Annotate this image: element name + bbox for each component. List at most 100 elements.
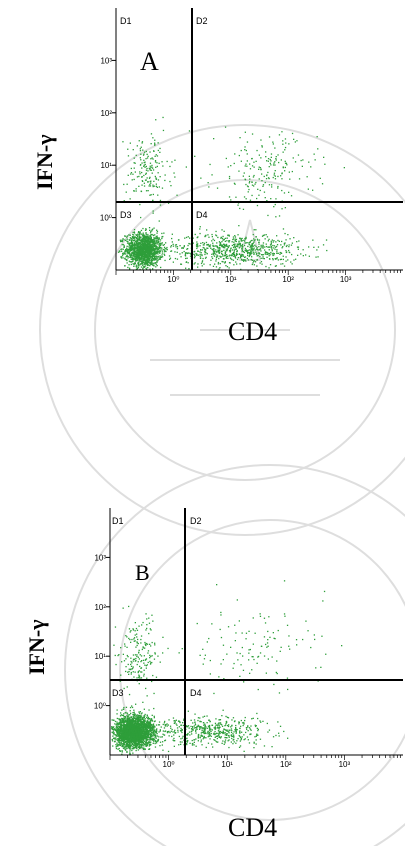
data-point xyxy=(157,155,158,156)
data-point xyxy=(152,168,153,169)
data-point xyxy=(134,168,135,169)
data-point xyxy=(151,264,152,265)
data-point xyxy=(153,259,154,260)
data-point xyxy=(226,257,227,258)
data-point xyxy=(292,133,293,134)
data-point xyxy=(326,239,327,240)
data-point xyxy=(149,718,150,719)
data-point xyxy=(145,731,146,732)
data-point xyxy=(267,215,268,216)
data-point xyxy=(211,256,212,257)
data-point xyxy=(252,260,253,261)
data-point xyxy=(112,745,113,746)
data-point xyxy=(266,234,267,235)
data-point xyxy=(123,254,124,255)
data-point xyxy=(291,245,292,246)
data-point xyxy=(272,239,273,240)
data-point xyxy=(241,240,242,241)
data-point xyxy=(146,248,147,249)
data-point xyxy=(151,242,152,243)
data-point xyxy=(127,719,128,720)
data-point xyxy=(161,233,162,234)
data-point xyxy=(256,198,257,199)
data-point xyxy=(243,240,244,241)
data-point xyxy=(138,749,139,750)
data-point xyxy=(131,259,132,260)
data-point xyxy=(123,249,124,250)
data-point xyxy=(140,150,141,151)
data-point xyxy=(126,248,127,249)
data-point xyxy=(199,245,200,246)
data-point xyxy=(215,253,216,254)
data-point xyxy=(254,229,255,230)
data-point xyxy=(119,748,120,749)
data-point xyxy=(262,146,263,147)
data-point xyxy=(156,738,157,739)
data-point xyxy=(132,722,133,723)
data-point xyxy=(170,246,171,247)
data-point xyxy=(147,243,148,244)
data-point xyxy=(150,185,151,186)
data-point xyxy=(139,713,140,714)
data-point xyxy=(265,197,266,198)
data-point xyxy=(141,712,142,713)
data-point xyxy=(140,159,141,160)
data-point xyxy=(150,728,151,729)
data-point xyxy=(145,230,146,231)
data-point xyxy=(154,238,155,239)
data-point xyxy=(265,182,266,183)
data-point xyxy=(266,252,267,253)
data-point xyxy=(214,240,215,241)
data-point xyxy=(289,238,290,239)
data-point xyxy=(150,742,151,743)
data-point xyxy=(151,165,152,166)
data-point xyxy=(151,257,152,258)
x-axis-label-a: CD4 xyxy=(228,317,277,346)
data-point xyxy=(275,178,276,179)
data-point xyxy=(236,245,237,246)
data-point xyxy=(172,234,173,235)
data-point xyxy=(171,245,172,246)
data-point xyxy=(229,245,230,246)
data-point xyxy=(123,722,124,723)
data-point xyxy=(149,230,150,231)
data-point xyxy=(248,259,249,260)
data-point xyxy=(185,252,186,253)
data-point xyxy=(269,166,270,167)
data-point xyxy=(242,245,243,246)
data-point xyxy=(136,190,137,191)
data-point xyxy=(273,206,274,207)
data-point xyxy=(161,238,162,239)
data-point xyxy=(127,246,128,247)
data-point xyxy=(131,744,132,745)
data-point xyxy=(236,249,237,250)
data-point xyxy=(128,155,129,156)
data-point xyxy=(160,259,161,260)
data-point xyxy=(273,253,274,254)
data-point xyxy=(225,265,226,266)
data-point xyxy=(133,255,134,256)
data-point xyxy=(139,745,140,746)
data-point xyxy=(273,164,274,165)
data-point xyxy=(260,190,261,191)
data-point xyxy=(148,256,149,257)
data-point xyxy=(149,151,150,152)
data-point xyxy=(124,245,125,246)
data-point xyxy=(202,249,203,250)
data-point xyxy=(113,731,114,732)
data-point xyxy=(122,141,123,142)
data-point xyxy=(267,254,268,255)
data-point xyxy=(119,750,120,751)
data-point xyxy=(237,234,238,235)
data-point xyxy=(290,261,291,262)
data-point xyxy=(139,237,140,238)
data-point xyxy=(148,717,149,718)
data-point xyxy=(147,170,148,171)
data-point xyxy=(153,249,154,250)
data-point xyxy=(135,260,136,261)
data-point xyxy=(264,234,265,235)
data-point xyxy=(186,261,187,262)
data-point xyxy=(150,248,151,249)
data-point xyxy=(228,166,229,167)
data-point xyxy=(141,266,142,267)
